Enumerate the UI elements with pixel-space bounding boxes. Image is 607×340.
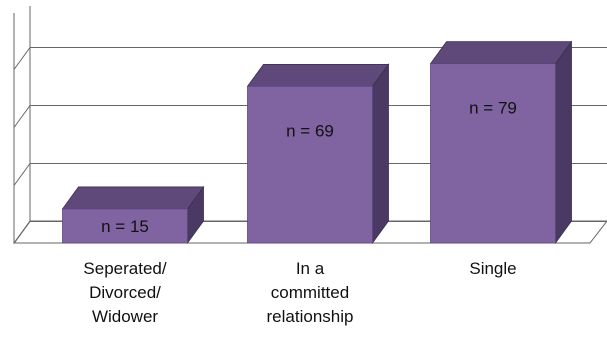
- bar-top-1: [61, 186, 205, 210]
- category-label-1: Seperated/ Divorced/ Widower: [83, 259, 167, 326]
- data-labels-layer: n = 15 n = 69 n = 79: [101, 99, 517, 236]
- gridline-side: [13, 163, 31, 186]
- gridline-side: [13, 105, 31, 128]
- bar-3: [430, 63, 556, 244]
- bars-layer: [61, 40, 573, 245]
- gridline-side: [13, 47, 31, 70]
- category-label-3: Single: [469, 259, 517, 278]
- chart-floor: [13, 220, 607, 244]
- data-label-3: n = 79: [469, 99, 517, 118]
- bar-1: [62, 208, 188, 244]
- bar-top-2: [246, 63, 390, 87]
- bar-top-3: [429, 41, 573, 65]
- bar-2: [247, 85, 373, 244]
- bar-side-3: [555, 40, 572, 245]
- data-label-2: n = 69: [286, 121, 334, 140]
- bar-side-2: [372, 63, 389, 245]
- category-label-2: In a committed relationship: [266, 259, 354, 326]
- data-label-1: n = 15: [101, 217, 149, 236]
